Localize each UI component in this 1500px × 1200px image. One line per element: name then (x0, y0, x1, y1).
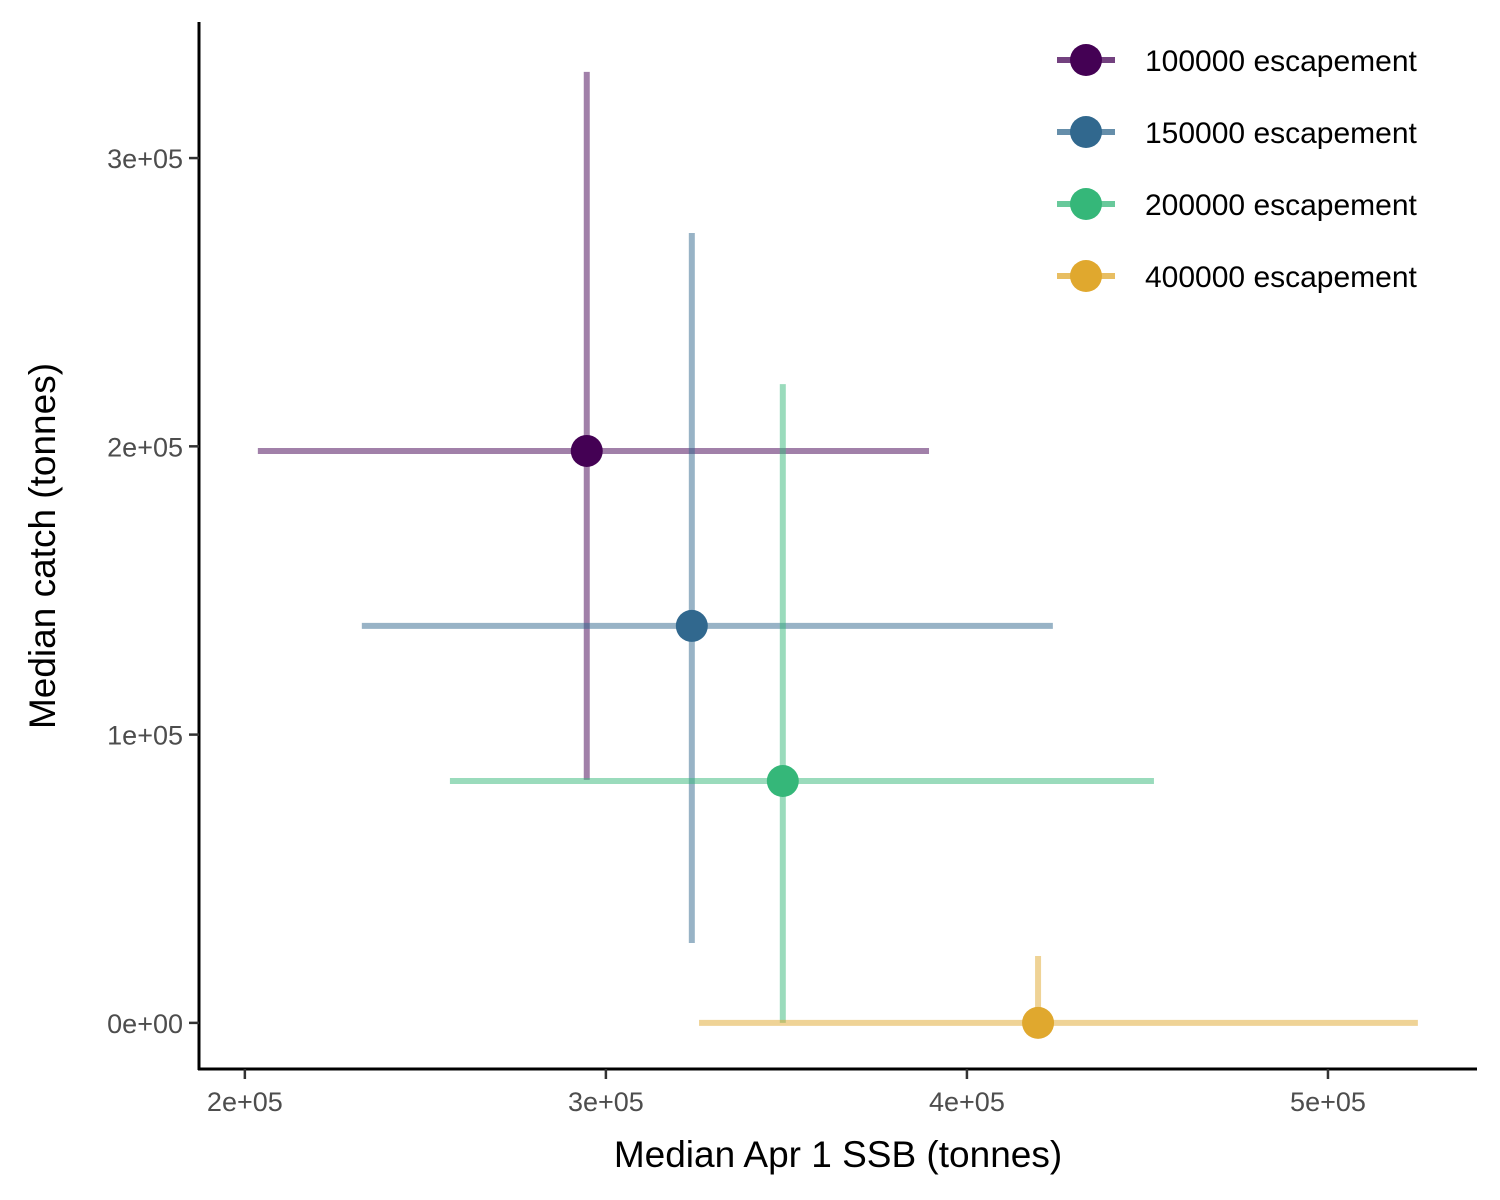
legend-item: 200000 escapement (1057, 188, 1418, 222)
legend-point-key (1070, 44, 1102, 76)
x-tick-label: 2e+05 (207, 1087, 283, 1117)
series-150000 (361, 233, 1053, 944)
series-400000 (699, 955, 1418, 1026)
legend-label: 100000 escapement (1145, 45, 1418, 78)
data-point (675, 609, 708, 642)
y-tick-label: 2e+05 (107, 432, 183, 462)
x-tick-label: 4e+05 (929, 1087, 1005, 1117)
legend-label: 200000 escapement (1145, 189, 1418, 222)
legend-point-key (1070, 260, 1102, 292)
y-tick-label: 0e+00 (107, 1009, 183, 1039)
legend-label: 400000 escapement (1145, 261, 1418, 294)
series-100000 (257, 71, 930, 780)
legend: 100000 escapement 150000 escapement 200000… (1057, 44, 1418, 294)
series-200000 (449, 384, 1154, 1023)
legend-item: 100000 escapement (1057, 44, 1418, 78)
x-axis-title: Median Apr 1 SSB (tonnes) (614, 1134, 1062, 1175)
legend-item: 150000 escapement (1057, 116, 1418, 150)
y-tick-label: 1e+05 (107, 721, 183, 751)
x-tick-label: 5e+05 (1290, 1087, 1366, 1117)
y-tick-label: 3e+05 (107, 144, 183, 174)
plot-marks (257, 71, 1418, 1039)
legend-item: 400000 escapement (1057, 260, 1418, 294)
data-point (766, 765, 799, 798)
data-point (570, 434, 603, 467)
axis-ticks: 2e+05 3e+05 4e+05 5e+05 0e+00 1e+05 2e+05 3e+05 (107, 144, 1366, 1117)
y-axis-title: Median catch (tonnes) (22, 363, 63, 729)
data-point (1022, 1006, 1055, 1039)
legend-label: 150000 escapement (1145, 117, 1418, 150)
x-tick-label: 3e+05 (568, 1087, 644, 1117)
legend-point-key (1070, 188, 1102, 220)
legend-point-key (1070, 116, 1102, 148)
